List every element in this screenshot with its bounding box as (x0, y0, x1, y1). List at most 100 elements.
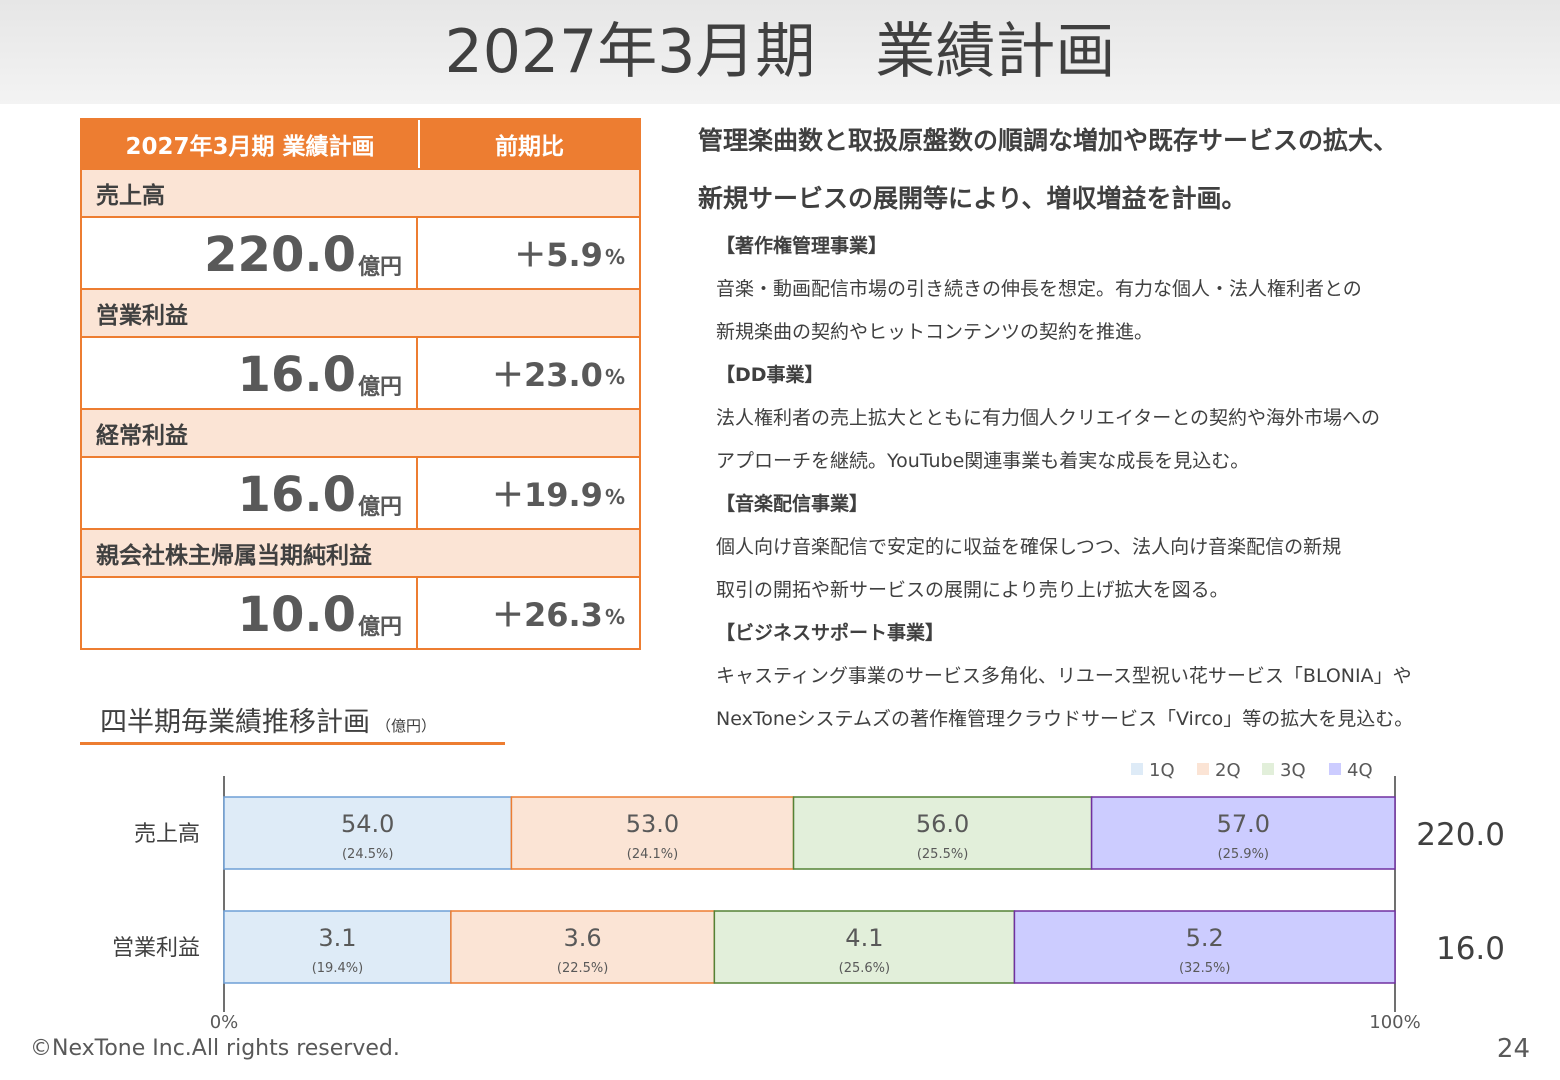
plan-yoy-number: ＋19.9 (491, 476, 603, 514)
plan-yoy: ＋19.9 % (418, 458, 639, 528)
bar-segment (713, 910, 1016, 984)
bar-value-label: 5.2 (1186, 924, 1224, 952)
business-title: 【著作権管理事業】 (716, 235, 888, 257)
bar-segment (792, 796, 1093, 870)
bar-share-label: (22.5%) (557, 961, 608, 976)
business-title: 【ビジネスサポート事業】 (716, 622, 945, 644)
plan-yoy: ＋26.3 % (418, 578, 639, 648)
bar-share-label: (24.1%) (627, 847, 678, 862)
copyright-footer: ©NexTone Inc.All rights reserved. (30, 1036, 400, 1061)
plan-yoy: ＋23.0 % (418, 338, 639, 408)
bar-share-label: (24.5%) (342, 847, 393, 862)
plan-row-values: 220.0 億円 ＋5.9 % (82, 216, 639, 288)
plan-yoy-number: ＋26.3 (491, 596, 603, 634)
chart-title: 四半期毎業績推移計画 （億円） (100, 700, 436, 739)
legend-label: 3Q (1280, 760, 1306, 781)
category-label: 営業利益 (112, 936, 200, 961)
chart-unit: （億円） (376, 717, 437, 735)
bar-share-label: (25.5%) (917, 847, 968, 862)
legend-swatch (1329, 763, 1341, 775)
bar-share-label: (25.6%) (839, 961, 890, 976)
plan-yoy-unit: % (604, 365, 625, 389)
business-text: 個人向け音楽配信で安定的に収益を確保しつつ、法人向け音楽配信の新規 (716, 536, 1342, 558)
plan-row-values: 16.0 億円 ＋19.9 % (82, 456, 639, 528)
legend-label: 1Q (1149, 760, 1175, 781)
business-text: キャスティング事業のサービス多角化、リユース型祝い花サービス「BLONIA」や (716, 665, 1412, 687)
business-block-copyright: 【著作権管理事業】 音楽・動画配信市場の引き続きの伸長を想定。有力な個人・法人権… (716, 225, 1556, 354)
plan-row-label: 営業利益 (82, 288, 639, 336)
plan-row-label: 親会社株主帰属当期純利益 (82, 528, 639, 576)
business-block-business-support: 【ビジネスサポート事業】 キャスティング事業のサービス多角化、リユース型祝い花サ… (716, 612, 1556, 741)
plan-header-yoy: 前期比 (495, 134, 564, 160)
headline: 管理楽曲数と取扱原盤数の順調な増加や既存サービスの拡大、 新規サービスの展開等に… (698, 112, 1548, 228)
plan-amount-unit: 億円 (357, 495, 402, 520)
business-title: 【音楽配信事業】 (716, 493, 869, 515)
bar-segment (223, 910, 452, 984)
plan-yoy-unit: % (604, 245, 625, 269)
legend-swatch (1131, 763, 1143, 775)
bar-value-label: 3.1 (318, 924, 356, 952)
chart-title-text: 四半期毎業績推移計画 (100, 707, 370, 738)
bar-segment (1090, 796, 1396, 870)
bar-segment (510, 796, 795, 870)
bar-value-label: 54.0 (341, 810, 394, 838)
plan-yoy: ＋5.9 % (418, 218, 639, 288)
plan-amount: 16.0 億円 (82, 338, 418, 408)
bar-value-label: 53.0 (626, 810, 679, 838)
business-text: 音楽・動画配信市場の引き続きの伸長を想定。有力な個人・法人権利者との (716, 278, 1362, 300)
total-label: 220.0 (1416, 817, 1505, 853)
plan-amount-unit: 億円 (357, 615, 402, 640)
business-block-dd: 【DD事業】 法人権利者の売上拡大とともに有力個人クリエイターとの契約や海外市場… (716, 354, 1556, 483)
page-number: 24 (1496, 1034, 1530, 1064)
plan-yoy-number: ＋5.9 (514, 236, 603, 274)
business-text: NexToneシステムズの著作権管理クラウドサービス「Virco」等の拡大を見込… (716, 708, 1414, 730)
plan-row-values: 16.0 億円 ＋23.0 % (82, 336, 639, 408)
bar-value-label: 57.0 (1217, 810, 1270, 838)
plan-table: 2027年3月期 業績計画 前期比 売上高 220.0 億円 ＋5.9 % 営業… (80, 118, 641, 650)
plan-amount-unit: 億円 (357, 375, 402, 400)
plan-amount-number: 16.0 (237, 467, 356, 523)
bar-segment (1013, 910, 1396, 984)
bar-segment (450, 910, 716, 984)
plan-amount-number: 10.0 (237, 587, 356, 643)
page-title: 2027年3月期 業績計画 (444, 17, 1116, 87)
bar-value-label: 4.1 (845, 924, 883, 952)
legend-label: 2Q (1215, 760, 1241, 781)
business-text: 法人権利者の売上拡大とともに有力個人クリエイターとの契約や海外市場への (716, 407, 1381, 429)
plan-amount: 220.0 億円 (82, 218, 418, 288)
bar-share-label: (25.9%) (1218, 847, 1269, 862)
plan-table-header: 2027年3月期 業績計画 前期比 (82, 120, 639, 168)
chart-title-underline (80, 742, 505, 745)
plan-amount-number: 16.0 (237, 347, 356, 403)
business-text: アプローチを継続。YouTube関連事業も着実な成長を見込む。 (716, 450, 1250, 472)
plan-amount: 10.0 億円 (82, 578, 418, 648)
business-text: 取引の開拓や新サービスの展開により売り上げ拡大を図る。 (716, 579, 1229, 601)
total-label: 16.0 (1436, 931, 1505, 967)
legend-swatch (1197, 763, 1209, 775)
plan-yoy-unit: % (604, 485, 625, 509)
bar-share-label: (19.4%) (312, 961, 363, 976)
bar-share-label: (32.5%) (1179, 961, 1230, 976)
category-label: 売上高 (134, 822, 200, 847)
plan-amount: 16.0 億円 (82, 458, 418, 528)
plan-yoy-unit: % (604, 605, 625, 629)
x-tick-label: 100% (1369, 1012, 1420, 1033)
bar-value-label: 3.6 (564, 924, 602, 952)
plan-amount-number: 220.0 (204, 227, 356, 283)
headline-line: 管理楽曲数と取扱原盤数の順調な増加や既存サービスの拡大、 (698, 126, 1399, 155)
plan-header-period: 2027年3月期 業績計画 (82, 120, 420, 168)
business-block-music-distribution: 【音楽配信事業】 個人向け音楽配信で安定的に収益を確保しつつ、法人向け音楽配信の… (716, 483, 1556, 612)
bar-value-label: 56.0 (916, 810, 969, 838)
business-text: 新規楽曲の契約やヒットコンテンツの契約を推進。 (716, 321, 1154, 343)
business-title: 【DD事業】 (716, 364, 824, 386)
x-tick-label: 0% (210, 1012, 239, 1033)
title-band (0, 0, 1560, 104)
legend-swatch (1262, 763, 1274, 775)
bar-segment (223, 796, 513, 870)
plan-row-label: 売上高 (82, 168, 639, 216)
headline-line: 新規サービスの展開等により、増収増益を計画。 (698, 184, 1247, 213)
plan-row-values: 10.0 億円 ＋26.3 % (82, 576, 639, 648)
legend-label: 4Q (1347, 760, 1373, 781)
plan-row-label: 経常利益 (82, 408, 639, 456)
plan-yoy-number: ＋23.0 (491, 356, 603, 394)
